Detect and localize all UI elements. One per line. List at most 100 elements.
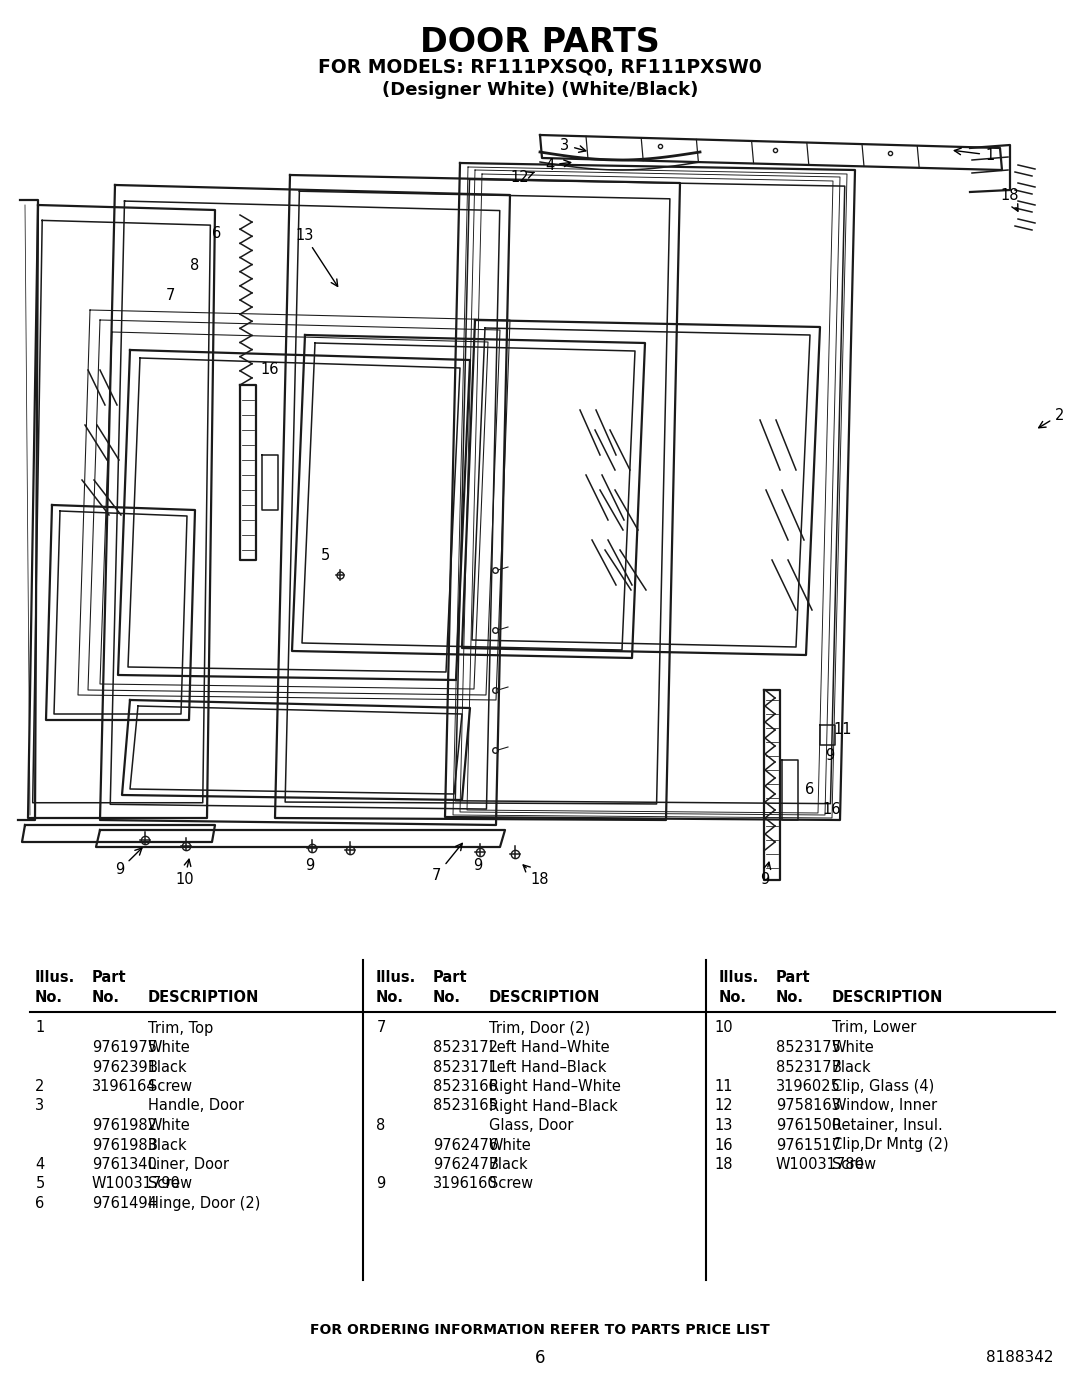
Text: 9761340: 9761340 bbox=[92, 1157, 157, 1172]
Text: 7: 7 bbox=[432, 844, 462, 883]
Text: 8188342: 8188342 bbox=[986, 1351, 1054, 1365]
Text: Retainer, Insul.: Retainer, Insul. bbox=[832, 1118, 943, 1133]
Text: DOOR PARTS: DOOR PARTS bbox=[420, 25, 660, 59]
Text: 9762477: 9762477 bbox=[433, 1157, 498, 1172]
Text: Illus.: Illus. bbox=[719, 971, 759, 985]
Text: Part: Part bbox=[92, 971, 126, 985]
Text: 9: 9 bbox=[825, 747, 835, 763]
Text: Black: Black bbox=[489, 1157, 528, 1172]
Text: FOR ORDERING INFORMATION REFER TO PARTS PRICE LIST: FOR ORDERING INFORMATION REFER TO PARTS … bbox=[310, 1323, 770, 1337]
Text: 2: 2 bbox=[36, 1078, 44, 1094]
Text: 9: 9 bbox=[473, 858, 483, 873]
Text: 18: 18 bbox=[715, 1157, 733, 1172]
Text: 16: 16 bbox=[715, 1137, 733, 1153]
Text: 9: 9 bbox=[376, 1176, 386, 1192]
Text: 9: 9 bbox=[306, 858, 314, 873]
Text: Clip, Glass (4): Clip, Glass (4) bbox=[832, 1078, 934, 1094]
Text: 5: 5 bbox=[36, 1176, 44, 1192]
Text: 7: 7 bbox=[376, 1020, 386, 1035]
Text: No.: No. bbox=[719, 990, 747, 1006]
Text: 9761983: 9761983 bbox=[92, 1137, 157, 1153]
Text: 8523165: 8523165 bbox=[433, 1098, 498, 1113]
Text: White: White bbox=[148, 1118, 191, 1133]
Text: Handle, Door: Handle, Door bbox=[148, 1098, 244, 1113]
Text: 8523175: 8523175 bbox=[777, 1039, 841, 1055]
Text: 8523171: 8523171 bbox=[433, 1059, 498, 1074]
Text: 8523166: 8523166 bbox=[433, 1078, 498, 1094]
Text: 6: 6 bbox=[36, 1196, 44, 1211]
Text: Liner, Door: Liner, Door bbox=[148, 1157, 229, 1172]
Text: 9761975: 9761975 bbox=[92, 1039, 157, 1055]
Text: 4: 4 bbox=[545, 158, 570, 172]
Text: Trim, Lower: Trim, Lower bbox=[832, 1020, 916, 1035]
Text: W10031780: W10031780 bbox=[777, 1157, 865, 1172]
Text: 9761500: 9761500 bbox=[777, 1118, 841, 1133]
Text: No.: No. bbox=[777, 990, 804, 1006]
Text: 5: 5 bbox=[321, 548, 329, 563]
Text: Screw: Screw bbox=[148, 1078, 192, 1094]
Text: 12: 12 bbox=[510, 170, 535, 186]
Text: 13: 13 bbox=[715, 1118, 733, 1133]
Text: No.: No. bbox=[35, 990, 63, 1006]
Text: W10031790: W10031790 bbox=[92, 1176, 180, 1192]
Text: 16: 16 bbox=[260, 362, 280, 377]
Text: Clip,Dr Mntg (2): Clip,Dr Mntg (2) bbox=[832, 1137, 948, 1153]
Text: 12: 12 bbox=[715, 1098, 733, 1113]
Text: No.: No. bbox=[376, 990, 404, 1006]
Text: 1: 1 bbox=[36, 1020, 44, 1035]
Text: Trim, Door (2): Trim, Door (2) bbox=[489, 1020, 590, 1035]
Text: 11: 11 bbox=[715, 1078, 733, 1094]
Text: Left Hand–White: Left Hand–White bbox=[489, 1039, 609, 1055]
Text: 3196164: 3196164 bbox=[92, 1078, 157, 1094]
Text: 10: 10 bbox=[715, 1020, 733, 1035]
Text: Window, Inner: Window, Inner bbox=[832, 1098, 937, 1113]
Text: Illus.: Illus. bbox=[35, 971, 76, 985]
Text: DESCRIPTION: DESCRIPTION bbox=[148, 990, 259, 1006]
Text: 4: 4 bbox=[36, 1157, 44, 1172]
Text: White: White bbox=[148, 1039, 191, 1055]
Text: 8523172: 8523172 bbox=[433, 1039, 498, 1055]
Text: 9: 9 bbox=[114, 848, 141, 877]
Text: Part: Part bbox=[777, 971, 811, 985]
Text: Black: Black bbox=[832, 1059, 872, 1074]
Text: Screw: Screw bbox=[489, 1176, 534, 1192]
Text: Trim, Top: Trim, Top bbox=[148, 1020, 213, 1035]
Text: DESCRIPTION: DESCRIPTION bbox=[489, 990, 600, 1006]
Text: 18: 18 bbox=[523, 865, 549, 887]
Text: 7: 7 bbox=[165, 288, 175, 303]
Text: Screw: Screw bbox=[832, 1157, 876, 1172]
Text: Part: Part bbox=[433, 971, 468, 985]
Text: White: White bbox=[489, 1137, 531, 1153]
Text: White: White bbox=[832, 1039, 875, 1055]
Text: Right Hand–White: Right Hand–White bbox=[489, 1078, 621, 1094]
Text: Black: Black bbox=[148, 1059, 188, 1074]
Text: 3196025: 3196025 bbox=[777, 1078, 841, 1094]
Text: 9762476: 9762476 bbox=[433, 1137, 498, 1153]
Text: 16: 16 bbox=[823, 802, 841, 817]
Text: 9758163: 9758163 bbox=[777, 1098, 840, 1113]
Text: 3: 3 bbox=[561, 137, 585, 152]
Text: 9761982: 9761982 bbox=[92, 1118, 157, 1133]
Text: DESCRIPTION: DESCRIPTION bbox=[832, 990, 943, 1006]
Text: 11: 11 bbox=[834, 722, 852, 738]
Text: Glass, Door: Glass, Door bbox=[489, 1118, 573, 1133]
Text: 1: 1 bbox=[955, 148, 995, 162]
Text: 10: 10 bbox=[175, 859, 193, 887]
Text: Illus.: Illus. bbox=[376, 971, 416, 985]
Text: Right Hand–Black: Right Hand–Black bbox=[489, 1098, 618, 1113]
Text: 18: 18 bbox=[1000, 187, 1018, 211]
Text: Black: Black bbox=[148, 1137, 188, 1153]
Text: 6: 6 bbox=[806, 782, 814, 798]
Text: 13: 13 bbox=[295, 228, 338, 286]
Text: 3196160: 3196160 bbox=[433, 1176, 498, 1192]
Text: 9762391: 9762391 bbox=[92, 1059, 157, 1074]
Text: FOR MODELS: RF111PXSQ0, RF111PXSW0: FOR MODELS: RF111PXSQ0, RF111PXSW0 bbox=[319, 59, 761, 77]
Text: 9: 9 bbox=[760, 862, 771, 887]
Text: No.: No. bbox=[433, 990, 461, 1006]
Text: Hinge, Door (2): Hinge, Door (2) bbox=[148, 1196, 260, 1211]
Text: 6: 6 bbox=[213, 225, 221, 240]
Text: 8: 8 bbox=[190, 257, 200, 272]
Text: Left Hand–Black: Left Hand–Black bbox=[489, 1059, 607, 1074]
Text: 6: 6 bbox=[535, 1350, 545, 1368]
Text: 9761494: 9761494 bbox=[92, 1196, 157, 1211]
